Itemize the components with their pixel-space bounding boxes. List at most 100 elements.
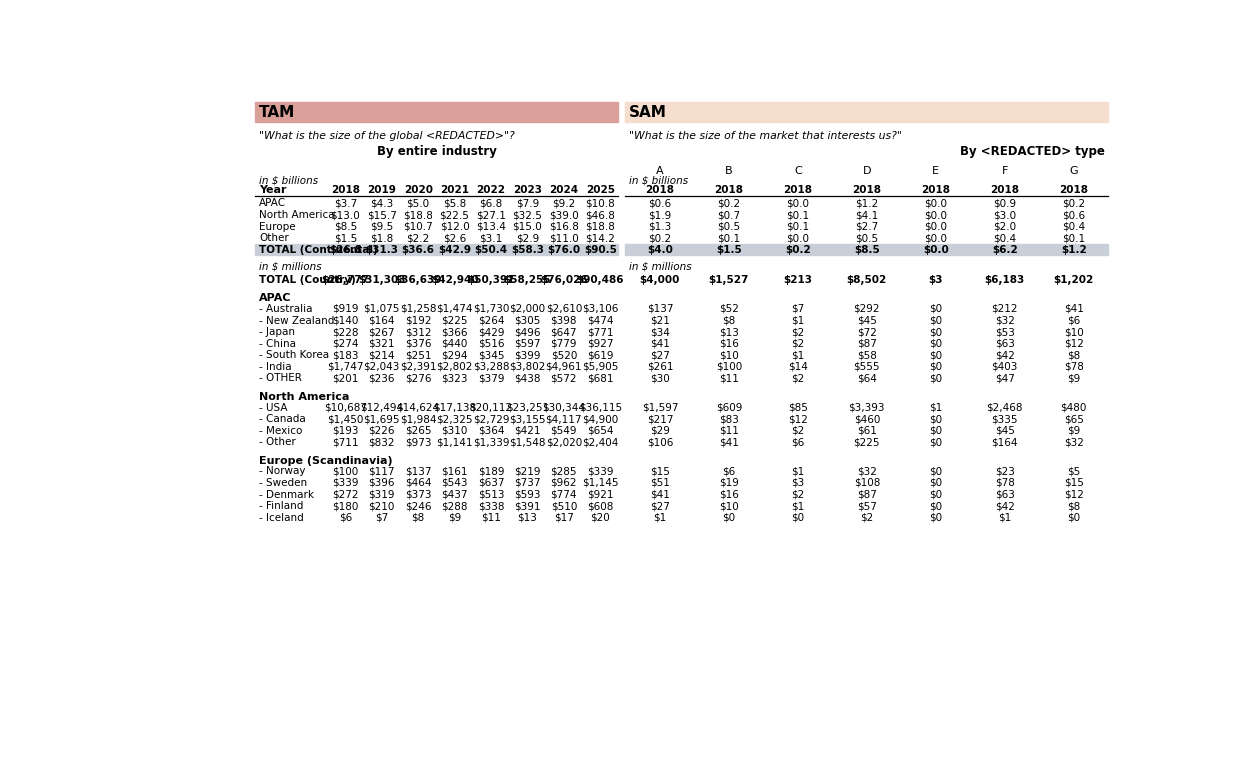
- Text: $294: $294: [442, 351, 468, 360]
- Text: $41: $41: [1064, 304, 1083, 314]
- Text: 2018: 2018: [784, 184, 812, 194]
- Text: $201: $201: [332, 373, 358, 383]
- Text: $225: $225: [442, 315, 468, 325]
- Text: $7.9: $7.9: [516, 198, 539, 209]
- Text: 2018: 2018: [331, 184, 360, 194]
- Text: $3,393: $3,393: [849, 402, 885, 412]
- Text: $276: $276: [405, 373, 432, 383]
- Text: $2,404: $2,404: [582, 437, 618, 447]
- Text: $379: $379: [478, 373, 505, 383]
- Text: $1.2: $1.2: [855, 198, 879, 209]
- Text: - India: - India: [259, 362, 291, 372]
- Text: $2.7: $2.7: [855, 222, 879, 232]
- Text: $228: $228: [332, 327, 359, 337]
- Text: $0.2: $0.2: [648, 233, 671, 243]
- Text: $4.0: $4.0: [647, 245, 673, 255]
- Text: $366: $366: [442, 327, 468, 337]
- Text: $2.6: $2.6: [443, 233, 466, 243]
- Text: $335: $335: [992, 414, 1018, 424]
- Text: - Iceland: - Iceland: [259, 513, 304, 523]
- Text: $16.8: $16.8: [549, 222, 579, 232]
- Text: $47: $47: [995, 373, 1014, 383]
- Text: $9.5: $9.5: [370, 222, 394, 232]
- Text: $2,729: $2,729: [473, 414, 510, 424]
- Text: $5.0: $5.0: [406, 198, 429, 209]
- Text: $32: $32: [1064, 437, 1083, 447]
- Text: C: C: [793, 166, 802, 176]
- Text: $10: $10: [1064, 327, 1083, 337]
- Text: $0: $0: [929, 478, 943, 488]
- Text: $0: $0: [929, 437, 943, 447]
- Text: $45: $45: [995, 426, 1014, 436]
- Text: $50,391: $50,391: [468, 275, 515, 285]
- Text: $2: $2: [860, 513, 874, 523]
- Text: $1,141: $1,141: [437, 437, 473, 447]
- Text: $0.1: $0.1: [786, 222, 810, 232]
- Text: $180: $180: [332, 501, 358, 511]
- Text: $4,961: $4,961: [545, 362, 582, 372]
- Text: $57: $57: [856, 501, 877, 511]
- Text: $87: $87: [856, 489, 877, 500]
- Text: $13: $13: [517, 513, 537, 523]
- Text: $16: $16: [719, 489, 739, 500]
- Text: 2018: 2018: [853, 184, 881, 194]
- Text: $10.7: $10.7: [404, 222, 433, 232]
- Text: $100: $100: [716, 362, 742, 372]
- Text: $1,695: $1,695: [364, 414, 400, 424]
- Text: $1,202: $1,202: [1054, 275, 1093, 285]
- Text: $1,075: $1,075: [364, 304, 400, 314]
- Text: $0.2: $0.2: [785, 245, 811, 255]
- Text: $78: $78: [1064, 362, 1083, 372]
- Text: $63: $63: [995, 338, 1014, 349]
- Text: $2,802: $2,802: [437, 362, 473, 372]
- Text: $30: $30: [650, 373, 670, 383]
- Text: $1,597: $1,597: [642, 402, 679, 412]
- Text: $1,474: $1,474: [437, 304, 473, 314]
- Text: North America: North America: [259, 210, 334, 220]
- Text: $305: $305: [515, 315, 540, 325]
- Text: $6: $6: [722, 466, 735, 476]
- Text: $572: $572: [550, 373, 578, 383]
- Text: $5: $5: [1067, 466, 1081, 476]
- Text: "What is the size of the global <REDACTED>"?: "What is the size of the global <REDACTE…: [259, 132, 515, 142]
- Text: $58.3: $58.3: [511, 245, 544, 255]
- Text: $921: $921: [587, 489, 613, 500]
- Text: $2: $2: [791, 426, 805, 436]
- Text: $36,115: $36,115: [579, 402, 622, 412]
- Text: $4,000: $4,000: [639, 275, 680, 285]
- Text: $39.0: $39.0: [549, 210, 579, 220]
- Text: 2018: 2018: [714, 184, 743, 194]
- Text: $2,468: $2,468: [986, 402, 1023, 412]
- Text: $106: $106: [647, 437, 673, 447]
- Text: in $ millions: in $ millions: [259, 261, 322, 271]
- Text: $0.1: $0.1: [717, 233, 740, 243]
- Text: $0.7: $0.7: [717, 210, 740, 220]
- Text: $20,112: $20,112: [469, 402, 512, 412]
- Text: $117: $117: [369, 466, 395, 476]
- Text: $20: $20: [590, 513, 610, 523]
- Text: B: B: [726, 166, 733, 176]
- Text: $217: $217: [647, 414, 674, 424]
- Text: $8.5: $8.5: [333, 222, 357, 232]
- Text: $219: $219: [515, 466, 540, 476]
- Text: $1,747: $1,747: [327, 362, 364, 372]
- Text: $771: $771: [587, 327, 613, 337]
- Text: $1,984: $1,984: [400, 414, 437, 424]
- Text: $8: $8: [1067, 501, 1081, 511]
- Text: $3,802: $3,802: [510, 362, 545, 372]
- Text: $516: $516: [478, 338, 505, 349]
- Text: $0: $0: [929, 501, 943, 511]
- Text: $87: $87: [856, 338, 877, 349]
- Text: in $ billions: in $ billions: [629, 175, 689, 185]
- Text: $8: $8: [1067, 351, 1081, 360]
- Text: $0.0: $0.0: [924, 198, 948, 209]
- Text: $246: $246: [405, 501, 432, 511]
- Text: $339: $339: [332, 478, 359, 488]
- Text: $1,339: $1,339: [473, 437, 510, 447]
- Text: By entire industry: By entire industry: [376, 145, 496, 158]
- Text: $34: $34: [650, 327, 670, 337]
- Text: $8.5: $8.5: [854, 245, 880, 255]
- Text: $265: $265: [405, 426, 432, 436]
- Text: $27: $27: [650, 501, 670, 511]
- Text: $64: $64: [856, 373, 877, 383]
